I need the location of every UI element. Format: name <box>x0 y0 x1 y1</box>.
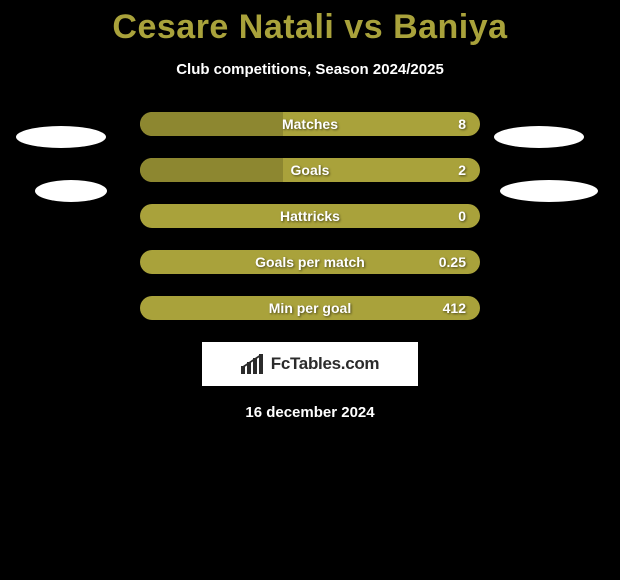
page-title: Cesare Natali vs Baniya <box>0 0 620 47</box>
stat-bar-label: Goals per match <box>255 254 365 270</box>
stat-bar: Hattricks 0 <box>140 204 480 228</box>
stat-bar: Min per goal 412 <box>140 296 480 320</box>
stat-bar-value: 412 <box>443 300 466 316</box>
decor-ellipse <box>16 126 106 148</box>
stat-bar-value: 0.25 <box>439 254 466 270</box>
stat-bar-fill <box>140 112 283 136</box>
decor-ellipse <box>494 126 584 148</box>
stat-bar-label: Matches <box>282 116 338 132</box>
decor-ellipse <box>35 180 107 202</box>
stat-bar: Goals per match 0.25 <box>140 250 480 274</box>
decor-ellipse <box>500 180 598 202</box>
stat-bar-fill <box>140 158 283 182</box>
stat-bar: Matches 8 <box>140 112 480 136</box>
stat-bar: Goals 2 <box>140 158 480 182</box>
stats-chart: Matches 8 Goals 2 Hattricks 0 Goals per match 0… <box>140 112 480 320</box>
stat-bar-label: Hattricks <box>280 208 340 224</box>
source-logo: FcTables.com <box>202 342 418 386</box>
stat-bar-value: 0 <box>458 208 466 224</box>
date-label: 16 december 2024 <box>0 404 620 421</box>
bars-icon <box>241 354 265 374</box>
stat-bar-value: 2 <box>458 162 466 178</box>
subtitle: Club competitions, Season 2024/2025 <box>0 61 620 78</box>
stat-bar-value: 8 <box>458 116 466 132</box>
stat-bar-label: Min per goal <box>269 300 351 316</box>
logo-text: FcTables.com <box>271 354 380 374</box>
stat-bar-label: Goals <box>291 162 330 178</box>
